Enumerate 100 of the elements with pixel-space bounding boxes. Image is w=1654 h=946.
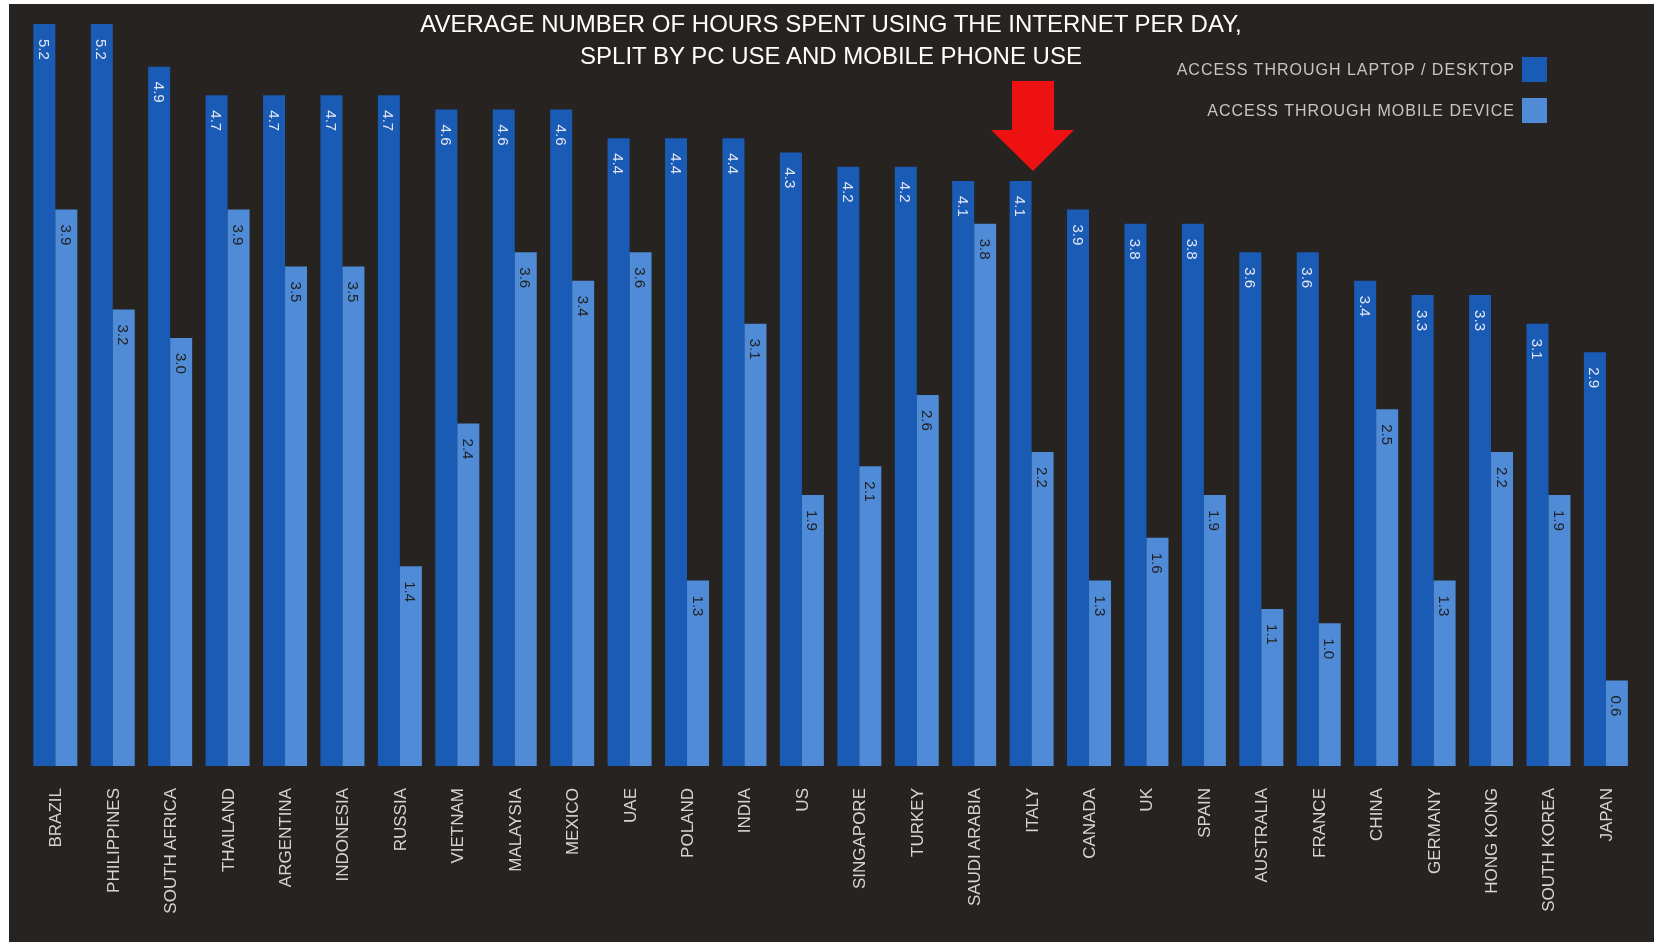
bar [1469,295,1492,766]
bar [263,95,286,766]
bar [665,138,688,766]
data-label: 4.6 [437,124,455,146]
x-tick-label: AUSTRALIA [1252,787,1272,883]
data-label: 4.4 [724,153,742,175]
x-tick-label: HONG KONG [1481,788,1501,894]
data-label: 1.3 [1091,595,1109,617]
bar [744,323,767,766]
x-tick-label: SOUTH AFRICA [161,787,181,914]
x-tick-label: SINGAPORE [850,788,870,890]
bar [1491,452,1514,766]
x-tick-label: SAUDI ARABIA [965,787,985,907]
data-label: 1.1 [1263,624,1281,645]
bar [1124,223,1147,766]
bar [629,252,652,766]
x-tick-label: ARGENTINA [275,787,295,888]
data-label: 4.4 [610,153,628,175]
data-label: 1.9 [1550,509,1568,531]
x-tick-label: PHILIPPINES [103,788,123,893]
x-tick-label: CANADA [1079,787,1099,859]
data-label: 4.4 [667,153,685,175]
data-label: 3.2 [115,324,133,346]
bar [974,223,997,766]
bar [801,494,824,766]
bar [1067,209,1090,766]
data-label: 3.4 [1356,295,1374,317]
x-tick-label: SOUTH KOREA [1539,787,1559,912]
data-label: 3.3 [1414,310,1432,331]
bar [435,109,458,766]
x-tick-label: MALAYSIA [505,787,525,872]
data-label: 3.0 [172,352,190,374]
bar [399,566,422,766]
bar [55,209,78,766]
data-label: 3.5 [287,281,305,303]
data-label: 3.1 [1528,338,1546,360]
data-label: 2.6 [919,410,937,431]
bar [607,138,630,766]
bar [1411,295,1434,766]
data-label: 1.9 [1206,509,1224,531]
bar [170,337,193,766]
data-label: 3.6 [1299,267,1317,289]
data-label: 3.3 [1471,310,1489,331]
bar [916,395,939,766]
bar [1296,252,1319,766]
data-label: 4.6 [552,124,570,146]
x-tick-label: UAE [620,788,640,823]
data-label: 1.4 [402,581,420,603]
bar [1203,494,1226,766]
data-label: 4.2 [839,181,857,203]
x-tick-label: JAPAN [1596,788,1616,842]
bar [1376,409,1399,766]
bar [1548,494,1571,766]
bar [1261,609,1284,766]
data-label: 4.1 [1012,195,1030,217]
data-label: 2.2 [1493,467,1511,488]
x-tick-label: ITALY [1022,788,1042,833]
bar [1605,680,1628,766]
data-label: 3.8 [1184,238,1202,260]
bar [514,252,537,766]
bar [1146,537,1169,766]
bar [837,166,860,766]
bar [342,266,365,766]
data-label: 3.5 [344,281,362,303]
data-label: 4.7 [208,110,226,132]
bar [952,180,975,766]
data-label: 2.5 [1378,424,1396,446]
data-label: 3.9 [230,224,248,246]
x-tick-label: POLAND [677,788,697,858]
data-label: 3.9 [57,224,75,246]
x-tick-label: INDIA [735,787,755,834]
bar [320,95,343,766]
legend-label: ACCESS THROUGH MOBILE DEVICE [1207,101,1515,120]
bar [1354,280,1377,766]
bar [457,423,480,766]
data-label: 1.3 [1436,595,1454,617]
data-label: 4.7 [265,110,283,132]
x-tick-label: CHINA [1367,787,1387,841]
data-label: 4.9 [150,81,168,103]
x-tick-label: UK [1137,787,1157,812]
data-label: 4.6 [495,124,513,146]
data-label: 3.6 [517,267,535,289]
bar [722,138,745,766]
bar [285,266,308,766]
data-label: 4.7 [380,110,398,132]
x-tick-label: US [792,788,812,812]
bar [1583,352,1606,766]
bar [1181,223,1204,766]
bar [205,95,228,766]
x-tick-label: GERMANY [1424,788,1444,874]
x-tick-label: RUSSIA [390,787,410,852]
data-label: 4.7 [322,110,340,132]
data-label: 1.0 [1321,638,1339,660]
bar [492,109,515,766]
bar [1526,323,1549,766]
data-label: 2.1 [861,481,879,503]
bar [687,580,710,766]
data-label: 3.1 [746,338,764,360]
data-label: 2.4 [459,438,477,460]
x-tick-label: MEXICO [563,788,583,856]
